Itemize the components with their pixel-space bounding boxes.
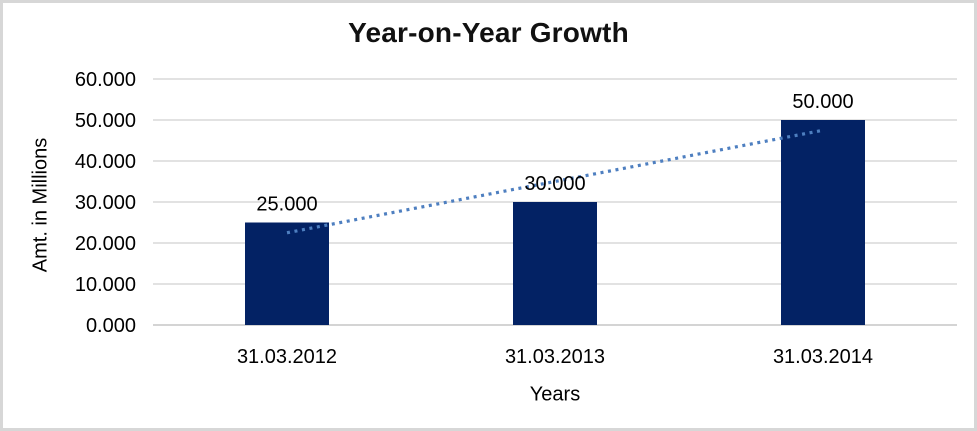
bar [781, 120, 865, 325]
x-tick-label: 31.03.2014 [773, 346, 873, 368]
x-tick-label: 31.03.2012 [237, 346, 337, 368]
y-tick-label: 20.000 [75, 233, 136, 255]
y-tick-label: 30.000 [75, 192, 136, 214]
y-tick-label: 10.000 [75, 274, 136, 296]
bar [513, 202, 597, 325]
bar-value-label: 30.000 [524, 173, 585, 195]
y-tick-label: 0.000 [86, 315, 136, 337]
bar-value-label: 50.000 [792, 91, 853, 113]
y-tick-label: 50.000 [75, 110, 136, 132]
y-tick-label: 60.000 [75, 69, 136, 91]
bar-value-label: 25.000 [256, 194, 317, 216]
chart-title: Year-on-Year Growth [348, 17, 629, 48]
x-tick-label: 31.03.2013 [505, 346, 605, 368]
y-tick-label: 40.000 [75, 151, 136, 173]
bar [245, 222, 329, 325]
x-axis-title: Years [529, 383, 581, 406]
plot-area: 0.000 10.000 20.000 30.000 40.000 50.000 60.00… [75, 69, 957, 368]
